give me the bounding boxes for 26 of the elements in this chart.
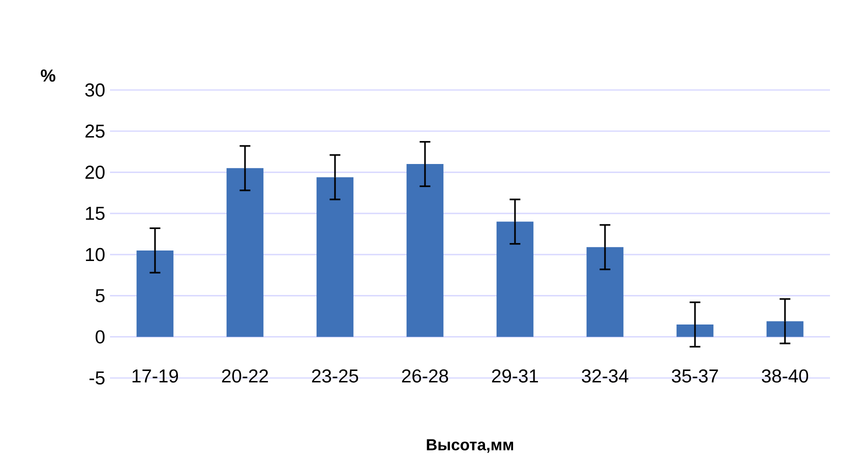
x-axis-title: Высота,мм	[426, 439, 514, 453]
x-tick-label: 20-22	[222, 369, 268, 383]
x-tick-label: 23-25	[312, 369, 358, 383]
y-tick-label: 10	[86, 248, 105, 262]
bar	[136, 250, 174, 337]
x-tick-label: 26-28	[402, 369, 448, 383]
x-tick-label: 29-31	[492, 369, 538, 383]
bar	[226, 168, 264, 337]
y-tick-label: 30	[85, 83, 105, 97]
y-tick-label: 5	[96, 289, 105, 302]
bar	[496, 222, 534, 337]
y-tick-label: 0	[96, 330, 105, 344]
y-tick-label: 20	[85, 166, 105, 179]
bar	[766, 321, 804, 337]
x-tick-label: 32-34	[582, 369, 628, 383]
x-tick-label: 17-19	[132, 369, 178, 383]
y-tick-label: 15	[86, 206, 105, 220]
bar	[406, 164, 444, 337]
x-tick-label: 38-40	[762, 369, 808, 383]
y-tick-label: 25	[85, 124, 105, 138]
bar	[586, 247, 624, 337]
x-tick-label: 35-37	[672, 369, 718, 383]
y-axis-title: %	[40, 69, 56, 82]
bar	[676, 324, 714, 337]
bar	[316, 177, 354, 337]
y-tick-label: -5	[90, 371, 105, 385]
